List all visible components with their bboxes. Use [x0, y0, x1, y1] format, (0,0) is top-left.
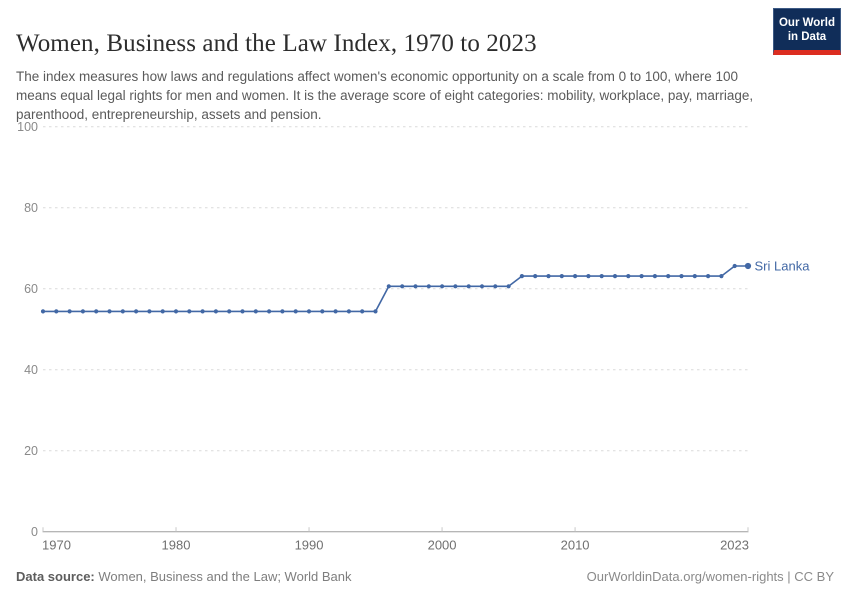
data-point[interactable]	[466, 284, 471, 289]
data-point[interactable]	[426, 284, 431, 289]
data-point[interactable]	[400, 284, 405, 289]
x-axis-tick-label: 1970	[42, 538, 71, 553]
data-point[interactable]	[107, 309, 112, 314]
data-point[interactable]	[227, 309, 232, 314]
data-point[interactable]	[360, 309, 365, 314]
y-axis-tick-label: 60	[24, 282, 38, 296]
page-title: Women, Business and the Law Index, 1970 …	[16, 29, 537, 57]
data-point[interactable]	[253, 309, 258, 314]
data-point[interactable]	[54, 309, 59, 314]
data-point[interactable]	[692, 274, 697, 279]
data-point[interactable]	[599, 274, 604, 279]
data-point[interactable]	[506, 284, 511, 289]
data-point[interactable]	[160, 309, 165, 314]
data-point[interactable]	[744, 262, 752, 270]
data-point[interactable]	[666, 274, 671, 279]
data-point[interactable]	[134, 309, 139, 314]
data-source-label: Data source:	[16, 569, 95, 584]
data-point[interactable]	[293, 309, 298, 314]
data-point[interactable]	[719, 274, 724, 279]
data-point[interactable]	[612, 274, 618, 279]
entity-label-sri-lanka[interactable]: Sri Lanka	[755, 259, 811, 274]
data-point[interactable]	[652, 274, 658, 279]
chart-subtitle: The index measures how laws and regulati…	[16, 68, 754, 122]
data-point[interactable]	[732, 263, 737, 269]
data-point[interactable]	[320, 309, 325, 314]
data-point[interactable]	[306, 309, 312, 314]
data-point[interactable]	[147, 309, 152, 314]
x-axis-tick-label: 1980	[162, 538, 191, 553]
y-axis-tick-label: 20	[24, 444, 38, 458]
series-line-sri-lanka[interactable]	[42, 265, 749, 313]
data-point[interactable]	[40, 309, 46, 314]
data-point[interactable]	[479, 284, 485, 289]
owid-url-link[interactable]: OurWorldinData.org/women-rights | CC BY	[586, 569, 834, 584]
data-point[interactable]	[586, 274, 591, 279]
data-point[interactable]	[200, 309, 205, 314]
data-point[interactable]	[559, 274, 564, 279]
data-point[interactable]	[373, 309, 378, 314]
data-point[interactable]	[546, 274, 551, 279]
data-point[interactable]	[173, 309, 179, 314]
data-point[interactable]	[626, 274, 631, 279]
y-axis-tick-label: 0	[31, 525, 38, 539]
data-point[interactable]	[240, 309, 245, 314]
owid-logo-line2: in Data	[787, 31, 827, 43]
data-source-text: Women, Business and the Law; World Bank	[94, 569, 352, 584]
data-point[interactable]	[573, 274, 578, 279]
data-point[interactable]	[519, 274, 525, 279]
data-point[interactable]	[120, 309, 125, 314]
data-point[interactable]	[413, 284, 418, 289]
data-point[interactable]	[94, 309, 99, 314]
data-source-note: Data source: Women, Business and the Law…	[16, 569, 352, 584]
owid-logo-line1: Our World	[778, 17, 835, 29]
x-axis-tick-label: 2000	[428, 538, 457, 553]
owid-logo[interactable]: Our World in Data	[773, 8, 841, 55]
data-point[interactable]	[213, 309, 218, 314]
data-point[interactable]	[639, 274, 644, 279]
data-point[interactable]	[493, 284, 498, 289]
data-point[interactable]	[280, 309, 285, 314]
y-axis-tick-label: 100	[17, 120, 38, 134]
data-point[interactable]	[453, 284, 458, 289]
data-point[interactable]	[386, 284, 391, 289]
x-axis-tick-label: 2010	[561, 538, 590, 553]
data-point[interactable]	[80, 309, 85, 314]
data-point[interactable]	[679, 274, 684, 279]
x-axis-tick-label: 2023	[720, 538, 749, 553]
data-point[interactable]	[187, 309, 192, 314]
data-point[interactable]	[440, 284, 445, 289]
data-point[interactable]	[267, 309, 272, 314]
data-point[interactable]	[706, 274, 711, 279]
x-axis-tick-label: 1990	[295, 538, 324, 553]
data-point[interactable]	[533, 274, 538, 279]
data-point[interactable]	[67, 309, 72, 314]
data-point[interactable]	[346, 309, 351, 314]
data-point[interactable]	[333, 309, 338, 314]
y-axis-tick-label: 80	[24, 201, 38, 215]
y-axis-tick-label: 40	[24, 363, 38, 377]
